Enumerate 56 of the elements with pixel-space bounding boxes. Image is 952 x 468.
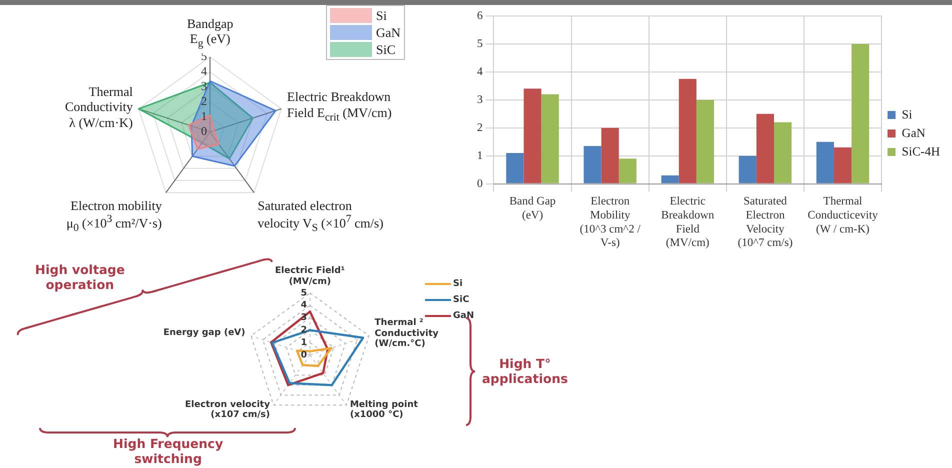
bar	[738, 156, 756, 184]
y-tick-label: 0	[300, 350, 307, 360]
spoke-label: Electron mobility μ$_{0}$ (×10$^{3}$ cm²/V·s)	[66, 198, 162, 235]
bar	[584, 146, 602, 184]
y-tick-label: 1	[300, 338, 307, 348]
bar	[774, 122, 792, 184]
y-tick-label: 2	[201, 94, 207, 108]
spoke-label: Energy gap (eV)	[163, 328, 246, 340]
bar	[816, 142, 834, 184]
bar	[506, 153, 524, 184]
legend-label: GaN	[453, 311, 474, 321]
bar	[618, 158, 636, 184]
x-tick-label: Band Gap (eV)	[509, 196, 556, 222]
text: High Frequency switching	[113, 436, 224, 466]
bar	[696, 100, 714, 184]
y-tick-label: 5	[300, 288, 307, 298]
spoke-label: Melting point (x1000 °C)	[350, 400, 418, 421]
bar	[834, 147, 852, 184]
bar	[852, 44, 870, 184]
legend-label: Si	[376, 8, 387, 24]
spoke-label: Thermal ² Conductivity (W/cm.°C)	[374, 318, 439, 350]
bar	[601, 128, 619, 184]
spoke-label: Electric Breakdown Field E$_{crit}$ (MV/cm)	[287, 89, 392, 124]
legend-label: SiC-4H	[902, 144, 940, 158]
y-tick-label: 4	[477, 66, 483, 78]
x-tick-label: Electron Mobility (10^3 cm^2 / V-s)	[580, 196, 642, 250]
x-tick-label: Electric Breakdown Field (MV/cm)	[661, 196, 714, 250]
legend-label: SiC	[376, 42, 396, 58]
bar	[678, 78, 696, 184]
y-tick-label: 3	[477, 94, 483, 106]
spoke-label: Thermal Conductivity λ (W/cm·K)	[64, 84, 133, 130]
y-tick-label: 5	[477, 38, 483, 50]
y-tick-label: 1	[477, 150, 483, 162]
y-tick-label: 2	[477, 122, 483, 134]
y-tick-label: 6	[477, 10, 483, 22]
spoke-label: Saturated electron velocity V$_{S}$ (×10$^{7}$ cm/s)	[258, 198, 384, 235]
text: High voltage operation	[35, 262, 125, 292]
legend-label: Si	[902, 107, 913, 122]
legend-label: Si	[453, 279, 463, 289]
x-tick-label: Saturated Electron Velocity (10^7 cm/s)	[738, 196, 793, 250]
spoke-label: Electron velocity (x107 cm/s)	[185, 400, 270, 421]
bar	[524, 88, 542, 184]
bar	[661, 175, 679, 184]
y-tick-label: 0	[201, 124, 207, 138]
y-tick-label: 0	[477, 178, 483, 190]
y-tick-label: 4	[300, 300, 307, 311]
bar	[756, 114, 774, 184]
legend-label: GaN	[902, 126, 926, 140]
spoke-label: Electric Field¹ (MV/cm)	[275, 266, 345, 288]
x-tick-label: Thermal Conducticevity (W / cm-K)	[808, 196, 878, 236]
legend-label: SiC	[453, 295, 470, 305]
bar	[541, 94, 559, 184]
spoke-label: Bandgap E$_{g}$ (eV)	[187, 16, 234, 51]
y-tick-label: 4	[201, 64, 207, 78]
legend-label: GaN	[376, 24, 401, 40]
text: High T° applications	[482, 356, 568, 386]
